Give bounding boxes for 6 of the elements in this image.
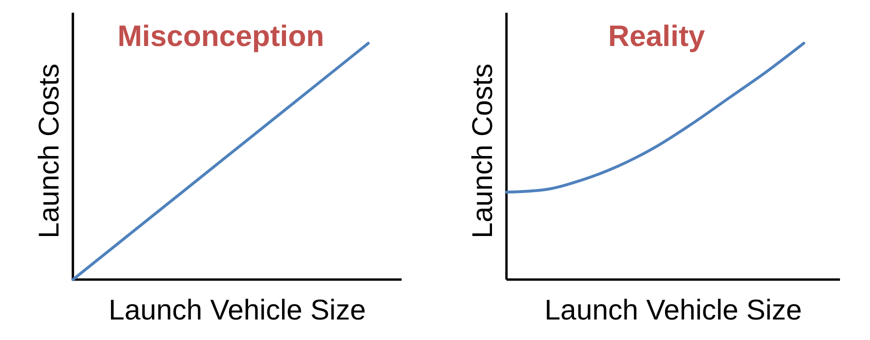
x-axis-title: Launch Vehicle Size — [544, 294, 802, 327]
y-axis-title: Launch Costs — [34, 64, 66, 238]
y-axis-title: Launch Costs — [467, 64, 500, 238]
chart-title: Reality — [608, 20, 706, 54]
x-axis-title: Launch Vehicle Size — [108, 294, 366, 327]
chart-title: Misconception — [117, 20, 324, 54]
